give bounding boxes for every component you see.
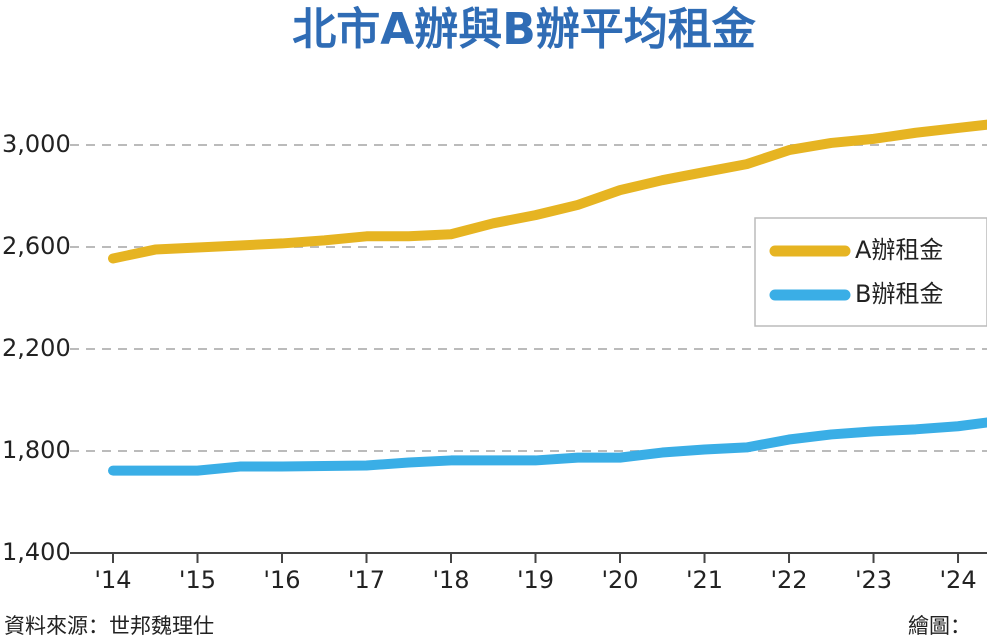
legend-label: B辦租金	[855, 280, 943, 308]
series-line	[108, 119, 987, 264]
series-line	[108, 417, 987, 476]
source: 資料來源：世邦魏理仕	[4, 614, 214, 638]
credit: 繪圖：	[908, 614, 971, 638]
x-tick-label: '14	[94, 566, 131, 594]
x-tick-label: '18	[432, 566, 469, 594]
chart-title: 北市A辦與B辦平均租金	[292, 4, 757, 55]
x-tick-label: '22	[770, 566, 807, 594]
x-tick-label: '17	[348, 566, 385, 594]
x-tick-label: '20	[601, 566, 638, 594]
x-tick-label: '24	[939, 566, 976, 594]
x-tick-label: '21	[686, 566, 723, 594]
y-tick-label: 1,800	[2, 436, 71, 464]
x-tick-label: '16	[263, 566, 300, 594]
x-tick-label: '23	[855, 566, 892, 594]
x-tick-label: '19	[517, 566, 554, 594]
legend-box	[754, 217, 987, 327]
y-tick-label: 3,000	[2, 130, 71, 158]
y-tick-label: 2,600	[2, 232, 71, 260]
y-tick-label: 2,200	[2, 334, 71, 362]
legend-label: A辦租金	[855, 236, 943, 264]
x-tick-label: '15	[179, 566, 216, 594]
y-tick-label: 1,400	[2, 538, 71, 566]
